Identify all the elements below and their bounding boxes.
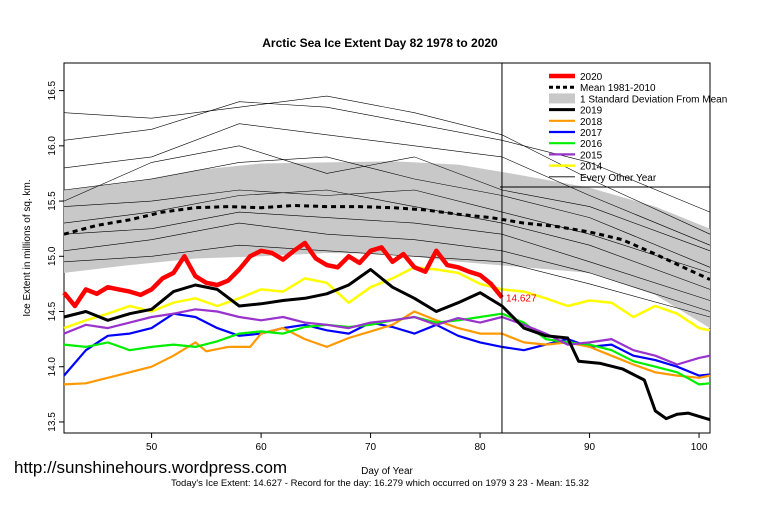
y-tick-label-16.5: 16.5 [47,80,58,100]
other-year-line-5 [63,189,711,290]
series-2018 [63,310,711,386]
legend-label-1-standard-deviation-from-mean: 1 Standard Deviation From Mean [580,94,727,105]
legend-label-every-other-year: Every Other Year [580,173,657,184]
x-tick-label-60: 60 [256,442,268,453]
legend-label-2019: 2019 [580,106,603,117]
other-year-line-1 [63,95,711,235]
y-tick-label-15.5: 15.5 [47,191,58,211]
legend-label-mean-1981-2010: Mean 1981-2010 [580,83,656,94]
series-2020 [62,240,504,309]
y-tick-label-15: 15.0 [47,246,58,266]
x-tick-label-100: 100 [691,442,708,453]
legend-label-2018: 2018 [580,117,603,128]
series-mean-1981-2010 [63,204,711,281]
other-year-line-6 [63,211,711,301]
x-tick-label-80: 80 [475,442,487,453]
current-value-label: 14.627 [506,293,537,304]
series-2015 [63,308,711,366]
legend-label-2015: 2015 [580,150,603,161]
other-year-line-2 [63,123,711,246]
series-2016 [63,312,711,386]
series-2019 [63,268,711,422]
other-year-line-7 [63,222,711,312]
std-dev-band [64,161,710,329]
other-year-line-3 [63,156,711,268]
other-year-line-0 [63,101,711,213]
y-axis-label: Ice Extent in millions of sq. km. [22,179,33,316]
y-tick-label-14.5: 14.5 [47,301,58,321]
x-tick-label-90: 90 [584,442,596,453]
footer-stats: Today's Ice Extent: 14.627 - Record for … [171,478,589,489]
x-tick-label-50: 50 [146,442,158,453]
y-tick-label-14: 14.0 [47,357,58,377]
x-axis-label: Day of Year [361,466,413,477]
y-tick-label-16: 16.0 [47,136,58,156]
legend-label-2017: 2017 [580,128,603,139]
series-2014 [63,266,711,332]
legend-label-2020: 2020 [580,72,603,83]
legend-label-2016: 2016 [580,139,603,150]
y-tick-label-13.5: 13.5 [47,412,58,432]
chart-title: Arctic Sea Ice Extent Day 82 1978 to 202… [262,36,498,50]
x-tick-label-70: 70 [365,442,377,453]
other-year-line-9 [63,145,711,252]
legend-label-2014: 2014 [580,162,603,173]
watermark-url[interactable]: http://sunshinehours.wordpress.com [14,458,288,477]
legend-swatch-1-standard-deviation-from-mean [549,93,575,104]
